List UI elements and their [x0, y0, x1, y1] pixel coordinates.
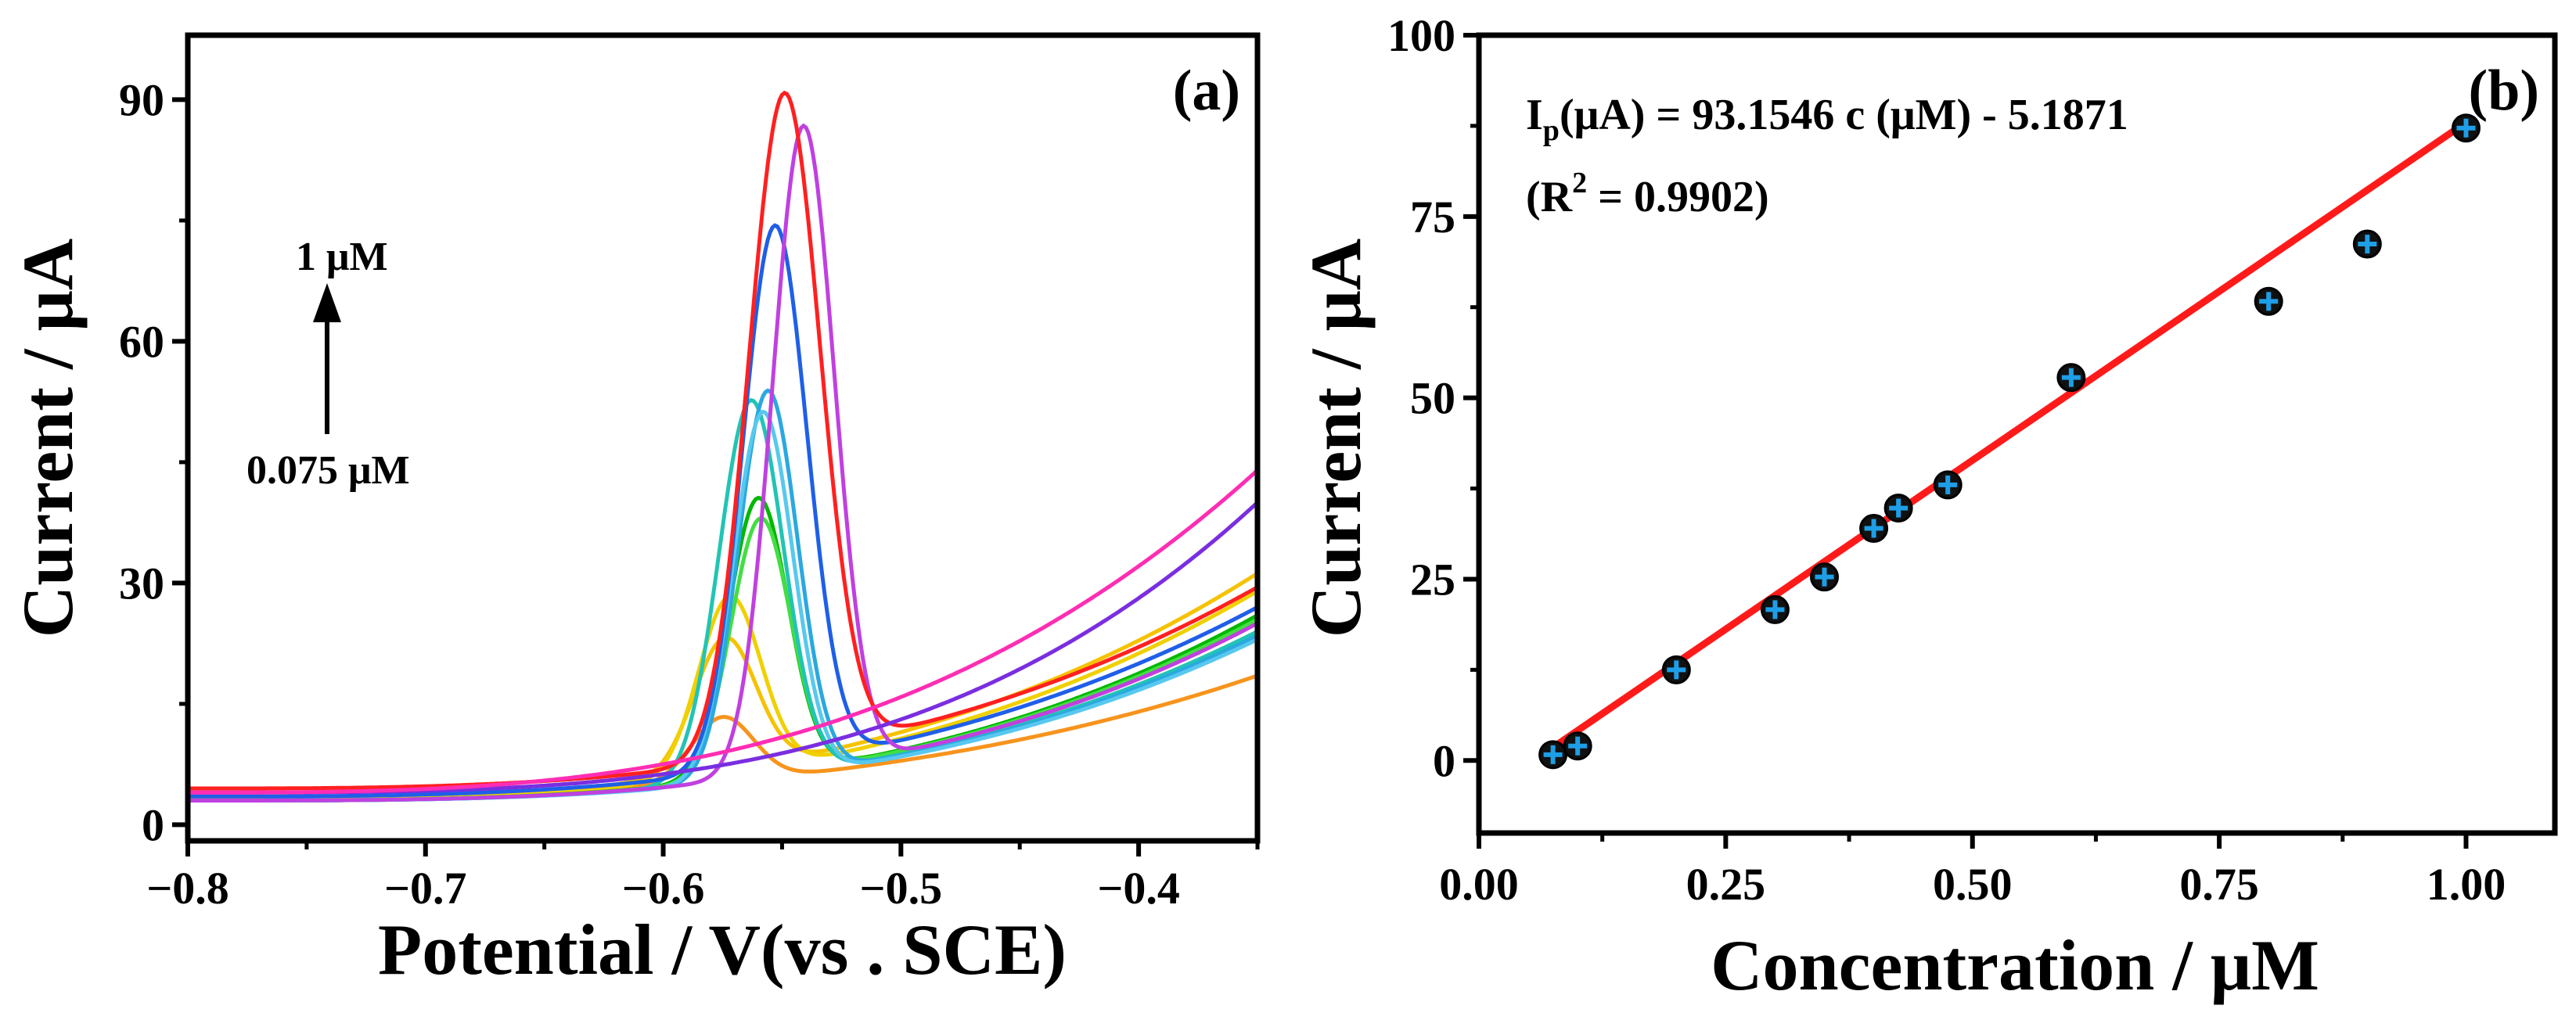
- b-xtick-label: 0.75: [2179, 859, 2259, 910]
- data-point-5: [1859, 514, 1889, 544]
- b-ytick-label: 50: [1410, 373, 1455, 424]
- panel-a-frame: [185, 32, 1261, 844]
- panel-b-label: (b): [2469, 59, 2539, 123]
- dpv-curve-12: [188, 469, 1259, 795]
- panel-a-xlabel: Potential / V(vs . SCE): [378, 910, 1067, 989]
- data-point-2: [1661, 655, 1691, 684]
- b-xtick-label: 1.00: [2427, 859, 2506, 910]
- panel-b-fit-group: [1551, 119, 2469, 751]
- panel-b-ylabel: Current / μA: [1296, 239, 1376, 637]
- a-xtick-label: −0.6: [622, 863, 705, 914]
- annotation-bottom: 0.075 μM: [246, 448, 410, 493]
- panel-b-points-group: [1538, 113, 2481, 770]
- eq-lhs-sub: p: [1543, 114, 1560, 147]
- data-point-8: [2056, 363, 2086, 393]
- a-ytick-label: 60: [119, 316, 164, 367]
- b-xtick-label: 0.00: [1439, 859, 1519, 910]
- dpv-curve-8: [187, 223, 1259, 799]
- a-ytick-label: 30: [119, 558, 164, 609]
- b-ytick-label: 25: [1410, 554, 1455, 605]
- panel-b-frame: [1476, 32, 2558, 836]
- panel-b-ticks: 0.00 0.25 0.50 0.75 1.00 0 25 50 75 100: [1387, 10, 2506, 910]
- fit-equation: Ip(μA) = 93.1546 c (μM) - 5.1871: [1526, 91, 2128, 147]
- arrow-up-icon: [313, 283, 341, 434]
- eq-lhs-main: I: [1526, 91, 1543, 139]
- a-xtick-label: −0.7: [384, 863, 467, 914]
- b-ytick-label: 100: [1387, 10, 1455, 61]
- data-point-10: [2352, 229, 2382, 259]
- a-ytick-label: 0: [142, 799, 164, 850]
- data-point-6: [1883, 494, 1913, 523]
- data-point-0: [1538, 740, 1568, 770]
- eq-rest: (μA) = 93.1546 c (μM) - 5.1871: [1560, 91, 2128, 139]
- b-ytick-label: 0: [1433, 735, 1455, 786]
- panel-a-series-group: [187, 90, 1259, 803]
- data-point-7: [1933, 470, 1963, 500]
- panel-a-ticks: −0.8 −0.7 −0.6 −0.5 −0.4 0 30 60 90: [119, 74, 1260, 914]
- b-xtick-label: 0.50: [1933, 859, 2013, 910]
- r2-open: (R: [1526, 173, 1573, 221]
- annotation-top: 1 μM: [296, 235, 388, 279]
- b-ytick-label: 75: [1410, 192, 1455, 242]
- panel-a: −0.8 −0.7 −0.6 −0.5 −0.4 0 30 60 90 (a) 1 μM 0.0…: [8, 32, 1261, 989]
- dpv-curve-9: [188, 123, 1259, 803]
- data-point-1: [1563, 731, 1592, 761]
- r2-value: (R2 = 0.9902): [1526, 167, 1769, 221]
- panel-a-ylabel: Current / μA: [8, 239, 88, 637]
- data-point-4: [1810, 562, 1840, 592]
- r2-sup: 2: [1572, 167, 1587, 199]
- a-xtick-label: −0.5: [860, 863, 943, 914]
- a-xtick-label: −0.8: [146, 863, 229, 914]
- a-ytick-label: 90: [119, 74, 164, 125]
- data-point-11: [2451, 113, 2481, 143]
- dpv-curve-10: [188, 90, 1259, 791]
- a-xtick-label: −0.4: [1097, 863, 1180, 914]
- b-xtick-label: 0.25: [1686, 859, 1766, 910]
- r2-close: = 0.9902): [1587, 173, 1769, 221]
- data-point-9: [2254, 286, 2283, 316]
- panel-b-xlabel: Concentration / μM: [1711, 925, 2319, 1005]
- fit-line: [1551, 119, 2469, 751]
- panel-b: 0.00 0.25 0.50 0.75 1.00 0 25 50 75 100 (b) Ip(μA…: [1296, 10, 2558, 1005]
- panel-a-label: (a): [1173, 59, 1240, 123]
- data-point-3: [1760, 594, 1790, 624]
